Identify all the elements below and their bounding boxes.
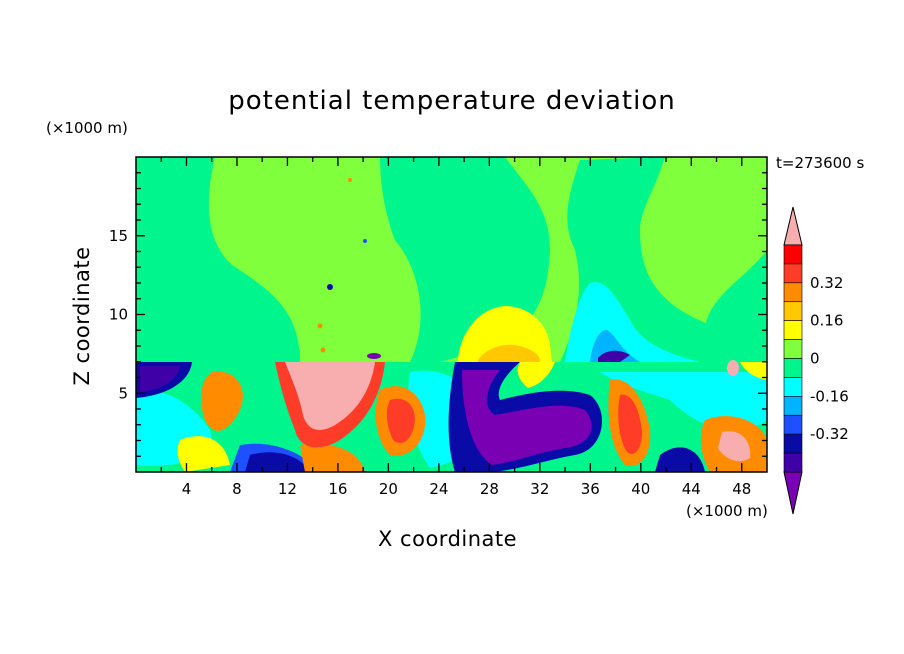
x-tick-label: 24 bbox=[429, 480, 448, 498]
x-tick-label: 44 bbox=[682, 480, 701, 498]
field-blob-orange-3 bbox=[348, 178, 352, 182]
field-region-slightly-negative-left-low bbox=[136, 300, 300, 362]
field-lower-warm-bottom bbox=[300, 443, 365, 472]
colorbar-segment bbox=[783, 358, 803, 378]
colorbar-tick-label: 0.32 bbox=[810, 274, 843, 292]
field-region-warm-bubble bbox=[458, 306, 552, 362]
field-blob-orange-1 bbox=[317, 323, 323, 329]
field-lower-warm-anomaly-core bbox=[285, 362, 375, 430]
field-lower-warm-center-core bbox=[386, 398, 415, 444]
time-label: t=273600 s bbox=[776, 154, 865, 172]
colorbar-segment bbox=[783, 414, 803, 435]
colorbar: -0.32 -0.16 0 0.16 0.32 bbox=[783, 206, 849, 515]
x-tick-label: 16 bbox=[328, 480, 347, 498]
colorbar-segment bbox=[783, 244, 803, 265]
y-tick-label: 5 bbox=[118, 384, 128, 402]
colorbar-segment bbox=[783, 320, 803, 340]
field-blob-blue-2 bbox=[363, 239, 367, 243]
contour-field bbox=[136, 157, 767, 472]
field-lower-cold-left-core bbox=[140, 366, 180, 392]
x-tick-label: 32 bbox=[530, 480, 549, 498]
x-tick-label: 48 bbox=[732, 480, 751, 498]
x-tick-label: 36 bbox=[581, 480, 600, 498]
field-region-cold-patch-top bbox=[598, 350, 630, 362]
colorbar-segment bbox=[783, 452, 803, 473]
y-tick-label: 10 bbox=[109, 306, 128, 324]
field-region-slightly-negative-left bbox=[136, 157, 300, 362]
colorbar-segment bbox=[783, 339, 803, 359]
field-lower-yellow-center bbox=[517, 362, 555, 388]
colorbar-segment bbox=[783, 433, 803, 454]
field-lower-cold-bottom-left bbox=[245, 452, 310, 472]
field-blob-cyan-1 bbox=[398, 207, 408, 217]
x-tick-label: 20 bbox=[379, 480, 398, 498]
field-region-slightly-negative-right-edge bbox=[704, 250, 767, 345]
x-tick-label: 12 bbox=[278, 480, 297, 498]
field-blob-orange-2 bbox=[320, 347, 326, 353]
colorbar-segment bbox=[783, 301, 803, 321]
field-lower-cyan-right bbox=[600, 372, 767, 431]
field-blob-pink-1 bbox=[727, 360, 739, 376]
x-tick-label: 28 bbox=[480, 480, 499, 498]
y-tick-label: 15 bbox=[109, 227, 128, 245]
colorbar-segment bbox=[783, 282, 803, 303]
colorbar-tick-label: -0.32 bbox=[810, 425, 849, 443]
field-lower-yellow-right bbox=[740, 362, 767, 380]
chart-title: potential temperature deviation bbox=[228, 86, 676, 116]
colorbar-extend-max bbox=[783, 206, 803, 246]
field-lower-yellow-left bbox=[177, 436, 230, 472]
y-unit-label: (×1000 m) bbox=[46, 119, 128, 137]
x-tick-label: 4 bbox=[182, 480, 192, 498]
x-axis-label: X coordinate bbox=[378, 527, 518, 551]
colorbar-extend-min bbox=[783, 471, 803, 515]
x-unit-label: (×1000 m) bbox=[686, 502, 768, 520]
x-tick-label: 8 bbox=[232, 480, 242, 498]
field-lower-warm-left bbox=[200, 371, 243, 431]
field-lower-cold-pool-core bbox=[462, 370, 592, 465]
x-tick-label: 40 bbox=[631, 480, 650, 498]
colorbar-segment bbox=[783, 396, 803, 416]
colorbar-segment bbox=[783, 263, 803, 284]
colorbar-tick-label: 0.16 bbox=[810, 312, 843, 330]
field-region-warm-bubble-core bbox=[478, 344, 540, 362]
field-lower-warm-far-right-core bbox=[718, 431, 751, 462]
y-axis-label: Z coordinate bbox=[70, 246, 94, 386]
field-blob-blue-1 bbox=[327, 284, 333, 290]
field-blob-purple-1 bbox=[367, 353, 381, 359]
colorbar-segment bbox=[783, 377, 803, 397]
colorbar-tick-label: 0 bbox=[810, 350, 820, 368]
colorbar-tick-label: -0.16 bbox=[810, 387, 849, 405]
field-lower-cold-right bbox=[655, 447, 705, 472]
field-lower-warm-right-core bbox=[618, 394, 642, 454]
